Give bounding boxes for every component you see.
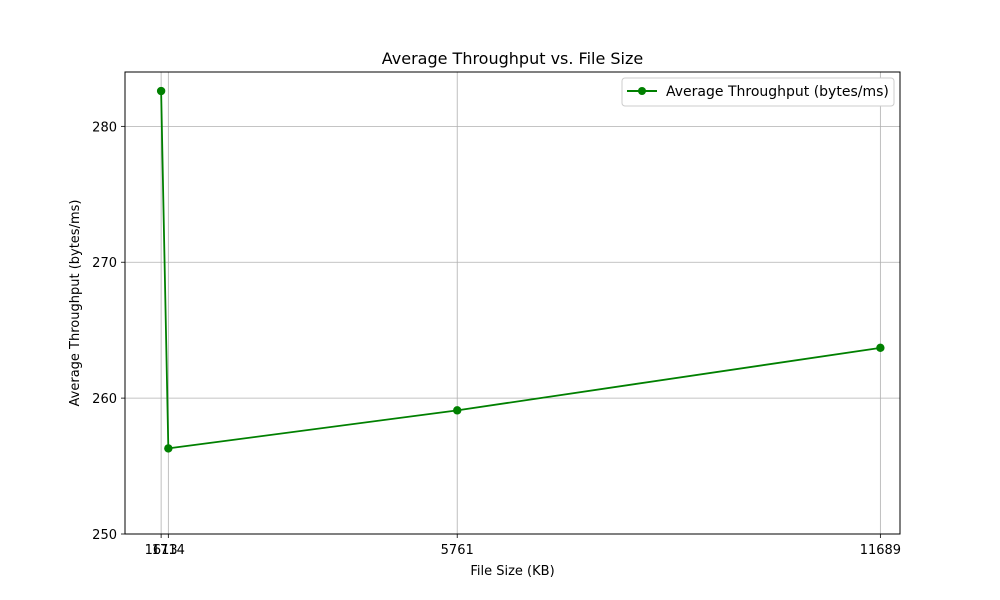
legend-label: Average Throughput (bytes/ms) (666, 84, 889, 100)
x-axis-label: File Size (KB) (470, 564, 554, 579)
y-tick-label-3: 280 (92, 120, 117, 135)
legend-marker-swatch (638, 87, 646, 95)
data-point-2 (453, 406, 462, 415)
y-tick-label-2: 270 (92, 256, 117, 271)
series (156, 86, 885, 453)
x-tick-label-1: 1714 (152, 543, 185, 558)
data-point-0 (156, 86, 166, 96)
y-axis-label: Average Throughput (bytes/ms) (68, 200, 83, 407)
data-point-1 (164, 444, 173, 453)
legend-box (621, 77, 895, 107)
legend: Average Throughput (bytes/ms) (621, 77, 895, 107)
y-tick-label-1: 260 (92, 392, 117, 407)
plot-area (124, 71, 901, 535)
x-tick-label-0: 1613 (145, 543, 178, 558)
x-tick-label-2: 5761 (441, 543, 474, 558)
grid (125, 72, 900, 535)
chart-title: Average Throughput vs. File Size (382, 49, 644, 68)
y-tick-label-0: 250 (92, 528, 117, 543)
data-point-3 (876, 343, 885, 353)
x-tick-label-3: 11689 (860, 543, 901, 558)
series-line-0 (160, 91, 881, 450)
